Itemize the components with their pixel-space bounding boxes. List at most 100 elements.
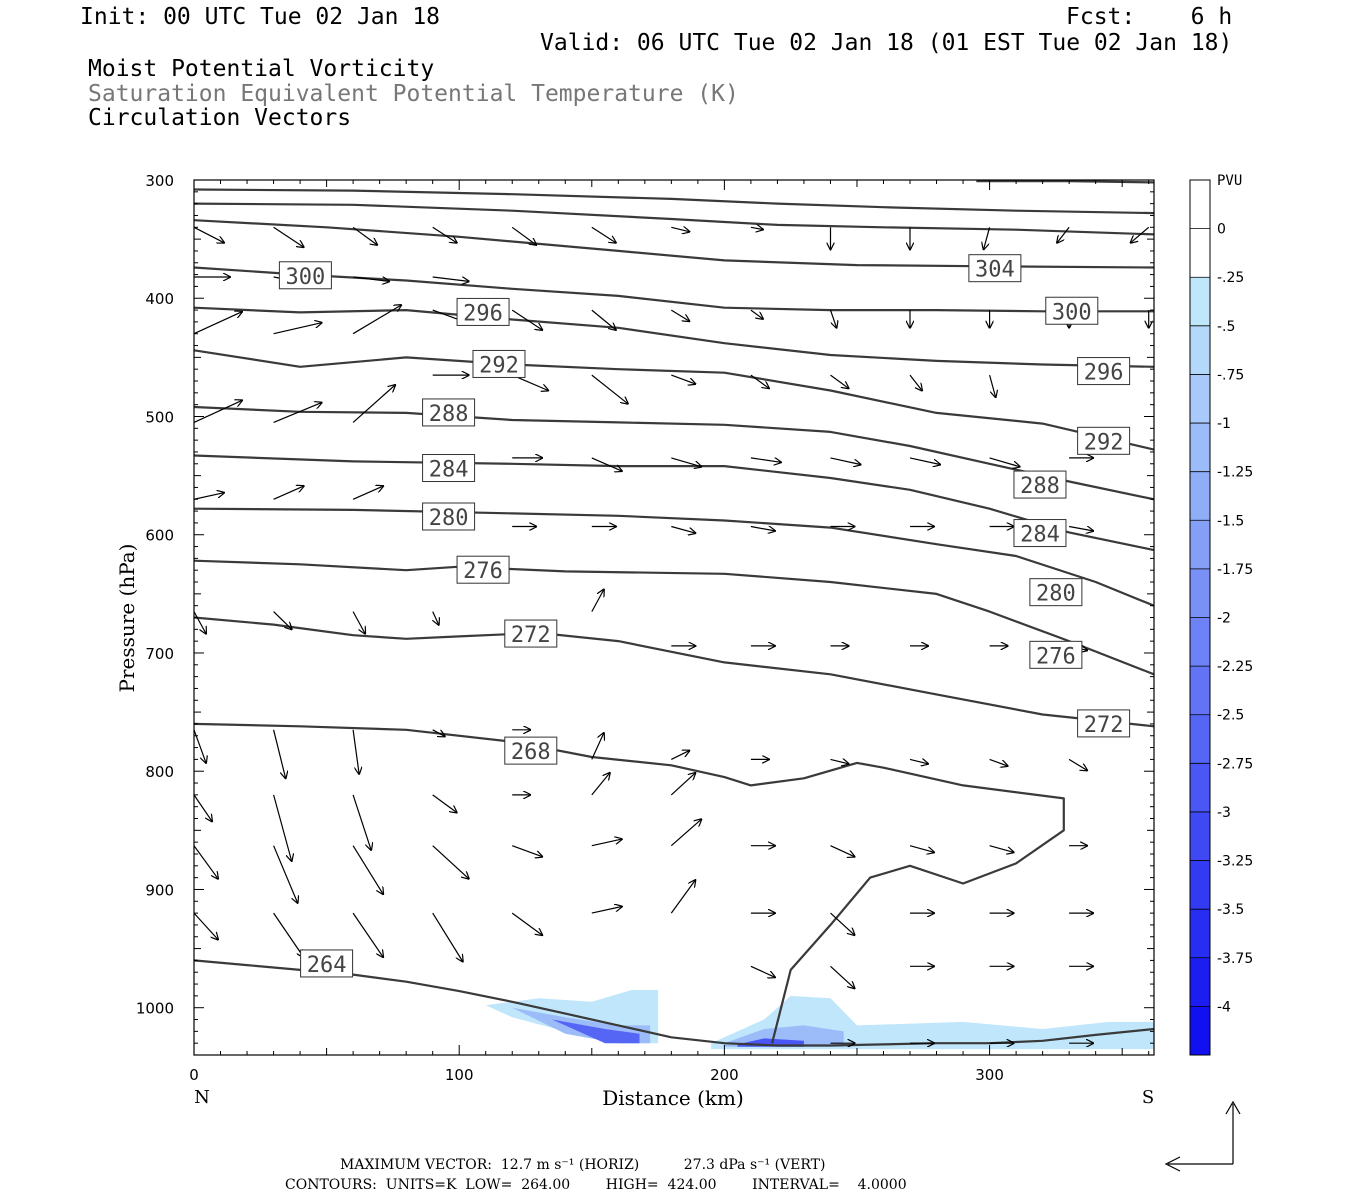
circulation-vector bbox=[352, 794, 371, 850]
colorbar-label: -2.75 bbox=[1217, 756, 1253, 772]
contour-label: 300 bbox=[286, 265, 326, 290]
colorbar-segment bbox=[1190, 957, 1210, 1007]
y-tick-label: 300 bbox=[145, 172, 174, 190]
theta-contour bbox=[194, 188, 1154, 215]
valid-time: Valid: 06 UTC Tue 02 Jan 18 (01 EST Tue … bbox=[540, 30, 1233, 56]
contour-label-box bbox=[1029, 640, 1083, 669]
reference-up-arrow-icon bbox=[1225, 1100, 1241, 1115]
contour-label-box bbox=[422, 502, 476, 531]
contour-label-box bbox=[1077, 709, 1131, 738]
circulation-vector bbox=[591, 309, 616, 330]
theta-contour bbox=[194, 349, 1154, 451]
circulation-vector bbox=[830, 912, 855, 935]
contour-label-box bbox=[300, 949, 354, 978]
circulation-vector bbox=[273, 486, 304, 500]
circulation-vector bbox=[194, 312, 242, 335]
circulation-vector bbox=[194, 226, 224, 242]
circulation-vector bbox=[830, 965, 855, 988]
contour-label: 304 bbox=[975, 258, 1015, 283]
circulation-vector bbox=[1057, 226, 1070, 242]
contour-label-box bbox=[504, 736, 558, 765]
colorbar-label: -1.75 bbox=[1217, 562, 1253, 578]
colorbar-label: -3.25 bbox=[1217, 854, 1253, 870]
circulation-vector bbox=[511, 226, 536, 245]
contour-label: 284 bbox=[429, 458, 469, 483]
circulation-vector bbox=[750, 374, 769, 388]
circulation-vector bbox=[194, 611, 206, 634]
colorbar-label: -2.5 bbox=[1217, 708, 1244, 724]
circulation-vector bbox=[909, 759, 928, 763]
theta-contour bbox=[976, 180, 1154, 184]
reference-vector bbox=[1164, 1100, 1241, 1172]
circulation-vector bbox=[273, 845, 298, 903]
contour-label: 288 bbox=[429, 402, 469, 427]
contour-label-box bbox=[1045, 296, 1099, 325]
reference-left-arrow-icon bbox=[1164, 1156, 1181, 1172]
x-axis-title: Distance (km) bbox=[602, 1086, 744, 1110]
colorbar-label: -1.5 bbox=[1217, 513, 1244, 529]
x-tick-label: 100 bbox=[445, 1066, 474, 1084]
circulation-vector bbox=[273, 323, 322, 335]
contour-label: 276 bbox=[463, 559, 503, 584]
colorbar-segment bbox=[1190, 520, 1210, 569]
circulation-vector bbox=[194, 400, 242, 423]
circulation-vector bbox=[591, 773, 610, 796]
y-tick-label: 900 bbox=[145, 881, 174, 899]
circulation-vector bbox=[273, 794, 292, 861]
y-tick-label: 400 bbox=[145, 290, 174, 308]
contour-label-box bbox=[278, 261, 332, 290]
circulation-vector bbox=[670, 309, 689, 321]
circulation-vector bbox=[591, 226, 616, 242]
circulation-vector bbox=[989, 758, 1008, 766]
y-tick-label: 800 bbox=[145, 763, 174, 781]
theta-contours bbox=[194, 180, 1154, 1047]
colorbar-unit: PVU bbox=[1217, 173, 1242, 189]
colorbar-segment bbox=[1190, 860, 1210, 910]
y-tick-label: 600 bbox=[145, 527, 174, 545]
contour-label: 268 bbox=[511, 740, 551, 765]
circulation-vector bbox=[830, 374, 849, 388]
colorbar-label: -2 bbox=[1217, 611, 1231, 627]
contour-labels: 264 268 272 276 280 284 288 292 296 300 304 300 296 2… bbox=[278, 254, 1131, 978]
contour-label: 288 bbox=[1020, 474, 1060, 499]
circulation-vector bbox=[830, 845, 855, 857]
circulation-vectors bbox=[194, 227, 1149, 1043]
circulation-vector bbox=[829, 309, 837, 328]
contour-label: 296 bbox=[463, 301, 503, 326]
circulation-vector bbox=[273, 729, 286, 778]
colorbar-segment bbox=[1190, 228, 1210, 278]
circulation-vector bbox=[670, 819, 701, 847]
circulation-vector bbox=[591, 907, 622, 914]
circulation-vector bbox=[909, 457, 940, 465]
circulation-vector bbox=[670, 773, 695, 796]
forecast-hour: Fcst: 6 h bbox=[1066, 4, 1233, 30]
colorbar-label: -3.75 bbox=[1217, 951, 1253, 967]
circulation-vector bbox=[671, 525, 695, 534]
contour-info-note: CONTOURS: UNITS=K LOW= 264.00 HIGH= 424.… bbox=[285, 1177, 907, 1193]
circulation-vector bbox=[353, 276, 389, 281]
circulation-vector bbox=[909, 845, 934, 853]
circulation-vector bbox=[432, 845, 469, 879]
colorbar-segment bbox=[1190, 617, 1210, 667]
circulation-vector bbox=[432, 226, 457, 242]
theta-contour bbox=[194, 454, 1154, 552]
circulation-vector bbox=[750, 457, 781, 462]
circulation-vector bbox=[511, 845, 542, 857]
colorbar-segment bbox=[1190, 471, 1210, 521]
contour-label: 272 bbox=[511, 623, 551, 648]
circulation-vector bbox=[194, 912, 218, 939]
colorbar-segment bbox=[1190, 374, 1210, 424]
colorbar-segment bbox=[1190, 1006, 1210, 1055]
x-end-label: S bbox=[1142, 1087, 1154, 1108]
y-tick-label: 500 bbox=[145, 408, 174, 426]
circulation-vector bbox=[352, 385, 395, 423]
circulation-vector bbox=[352, 486, 383, 500]
theta-contour bbox=[194, 306, 1154, 368]
contour-label-box bbox=[1077, 426, 1131, 455]
contour-label-box bbox=[1029, 578, 1083, 607]
circulation-vector bbox=[989, 845, 1014, 853]
circulation-vector bbox=[511, 309, 542, 330]
init-time: Init: 00 UTC Tue 02 Jan 18 bbox=[80, 4, 441, 30]
colorbar-label: -1 bbox=[1217, 416, 1231, 432]
circulation-vector bbox=[909, 374, 922, 390]
